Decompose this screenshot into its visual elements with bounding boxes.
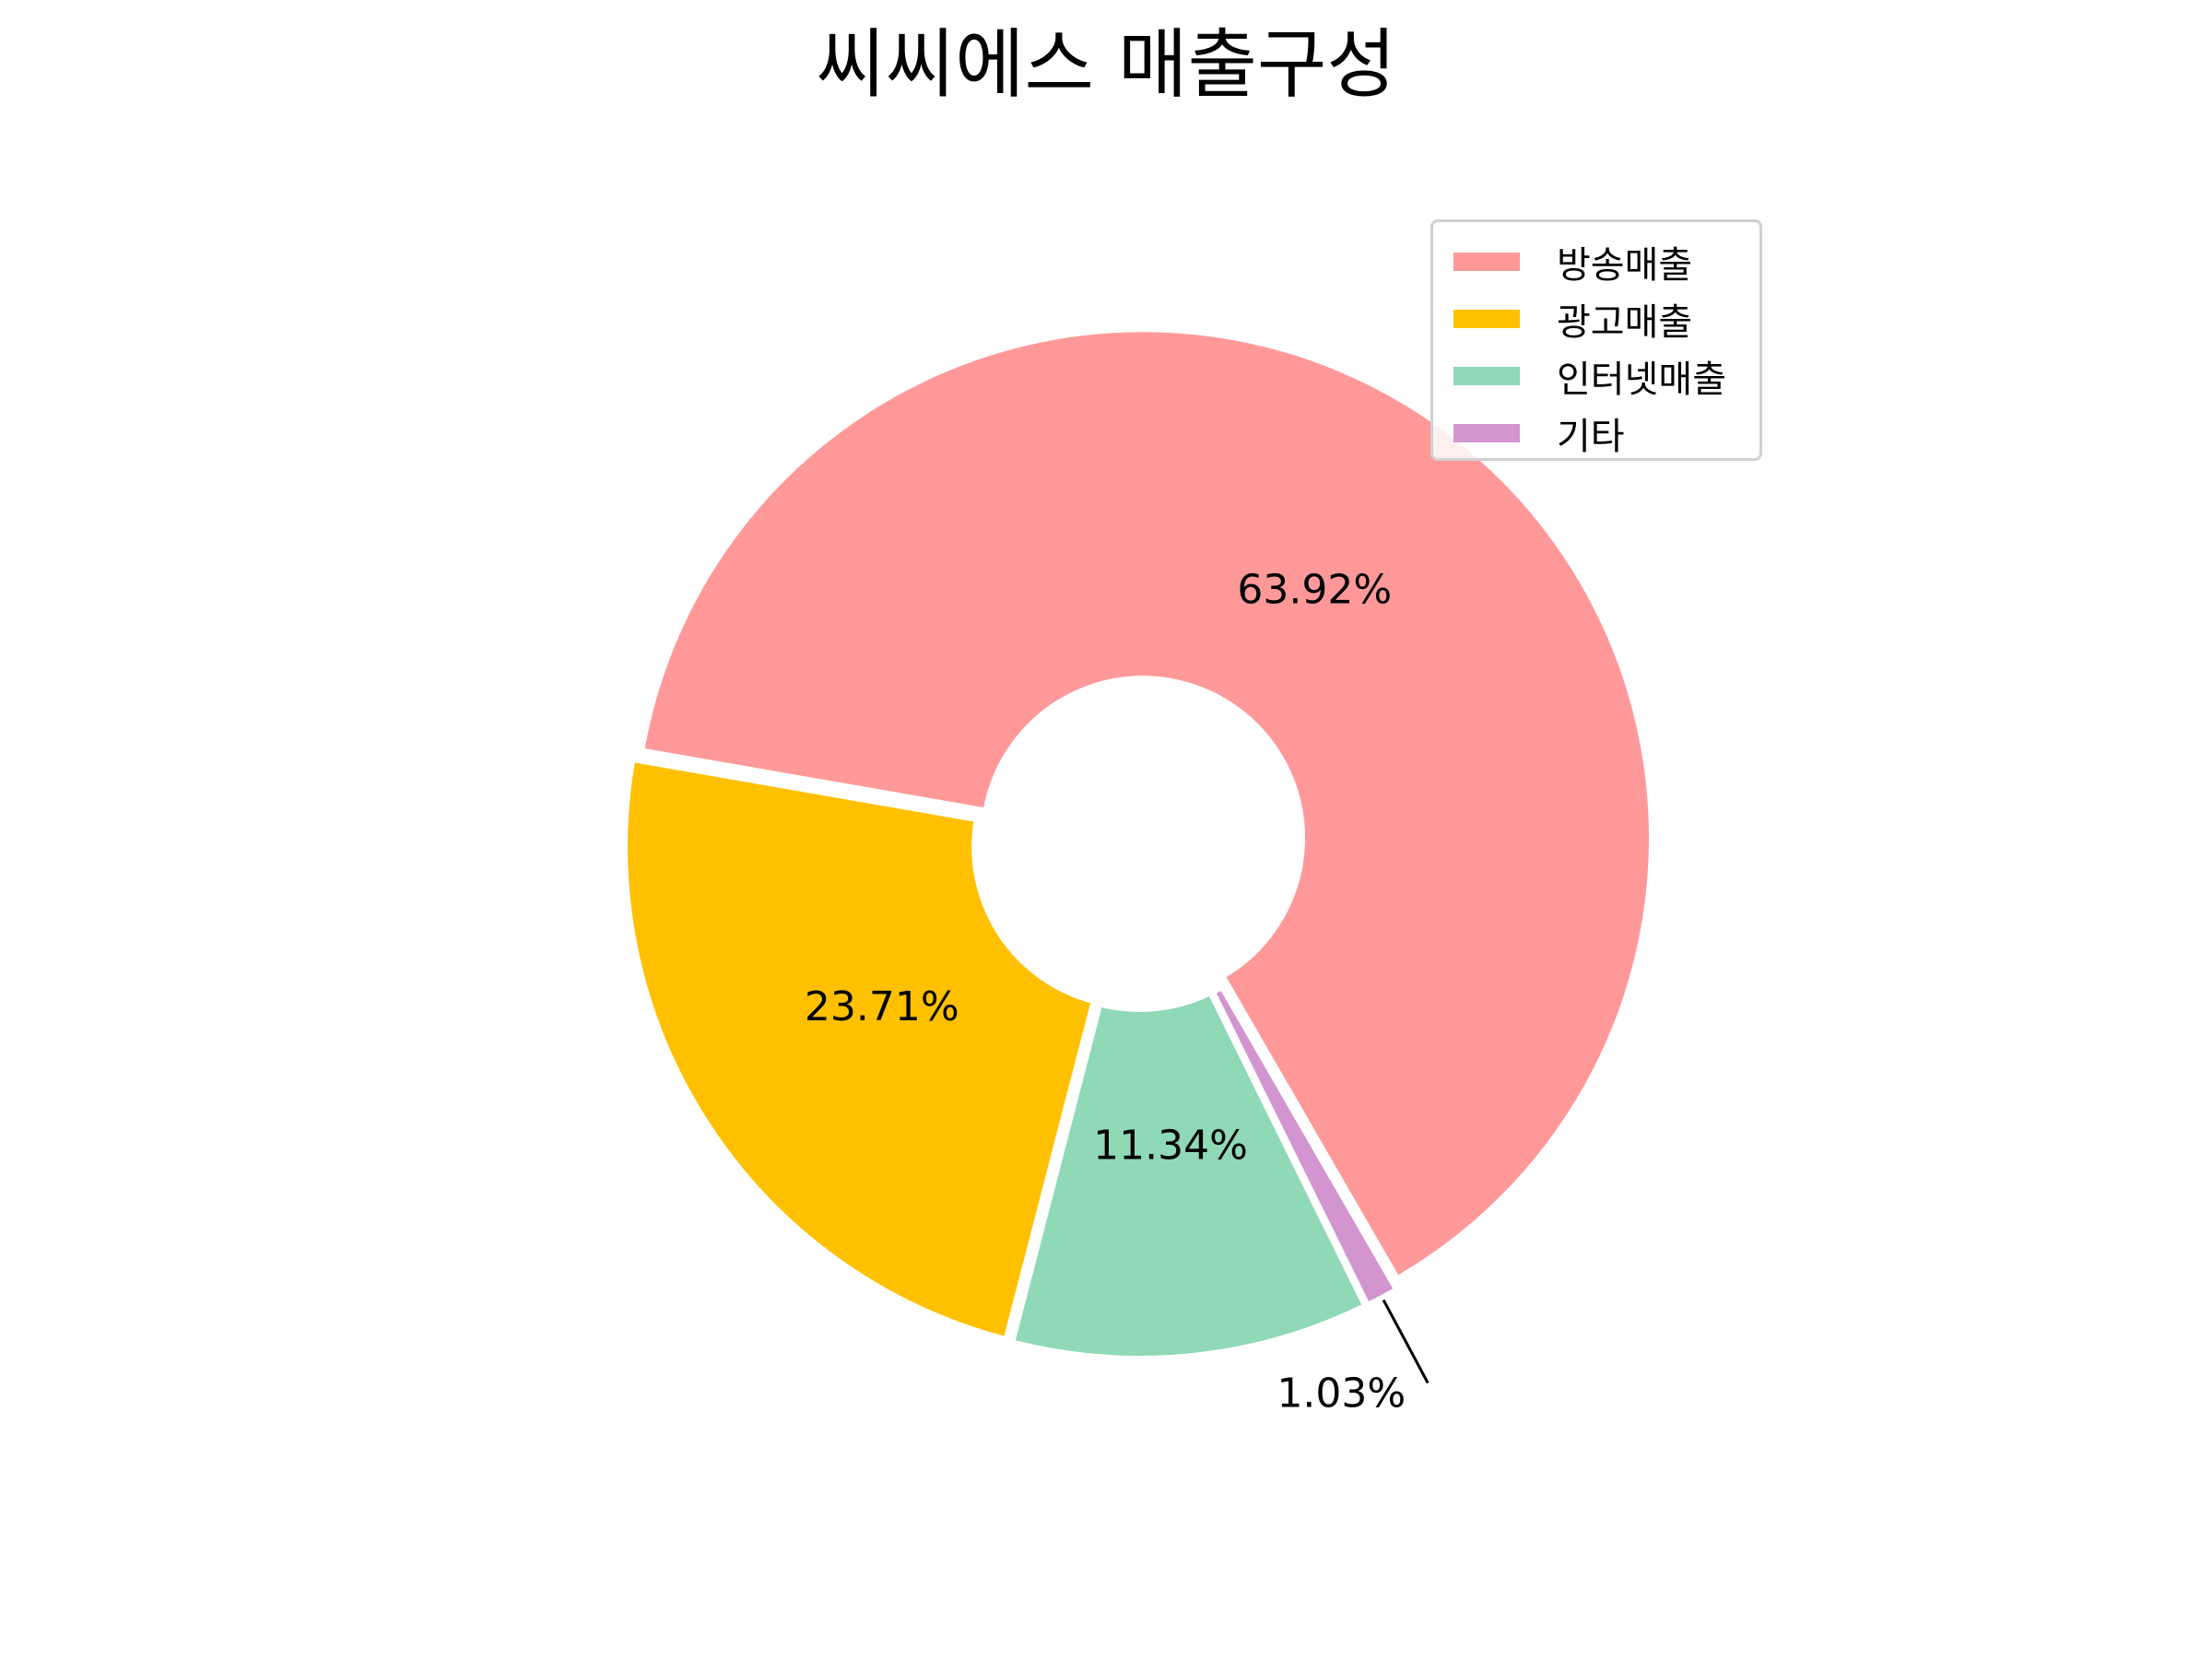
legend-label: 기타 <box>1557 416 1625 458</box>
legend-swatch <box>1453 424 1520 442</box>
legend-label: 인터넷매출 <box>1557 359 1726 401</box>
legend-swatch <box>1453 310 1520 328</box>
legend-label: 방송매출 <box>1557 244 1693 287</box>
slice-value-label: 1.03% <box>1277 1370 1406 1417</box>
chart-title: 씨씨에스 매출구성 <box>816 21 1396 109</box>
donut-slice-4 <box>1208 982 1401 1310</box>
leader-line <box>1382 1299 1430 1384</box>
slice-value-label: 63.92% <box>1237 567 1392 614</box>
legend-item: 기타 <box>1453 405 1759 462</box>
donut-slice-1 <box>638 326 1654 1283</box>
slice-value-label: 23.71% <box>805 983 959 1030</box>
legend-item: 광고매출 <box>1453 290 1759 347</box>
slice-value-label: 11.34% <box>1093 1122 1248 1169</box>
legend: 방송매출 광고매출 인터넷매출 기타 <box>1430 219 1762 461</box>
legend-item: 방송매출 <box>1453 233 1759 290</box>
donut-slice-2 <box>622 756 1098 1343</box>
legend-swatch <box>1453 253 1520 271</box>
legend-label: 광고매출 <box>1557 301 1693 344</box>
donut-slice-3 <box>1008 989 1370 1361</box>
legend-swatch <box>1453 367 1520 385</box>
legend-item: 인터넷매출 <box>1453 347 1759 405</box>
